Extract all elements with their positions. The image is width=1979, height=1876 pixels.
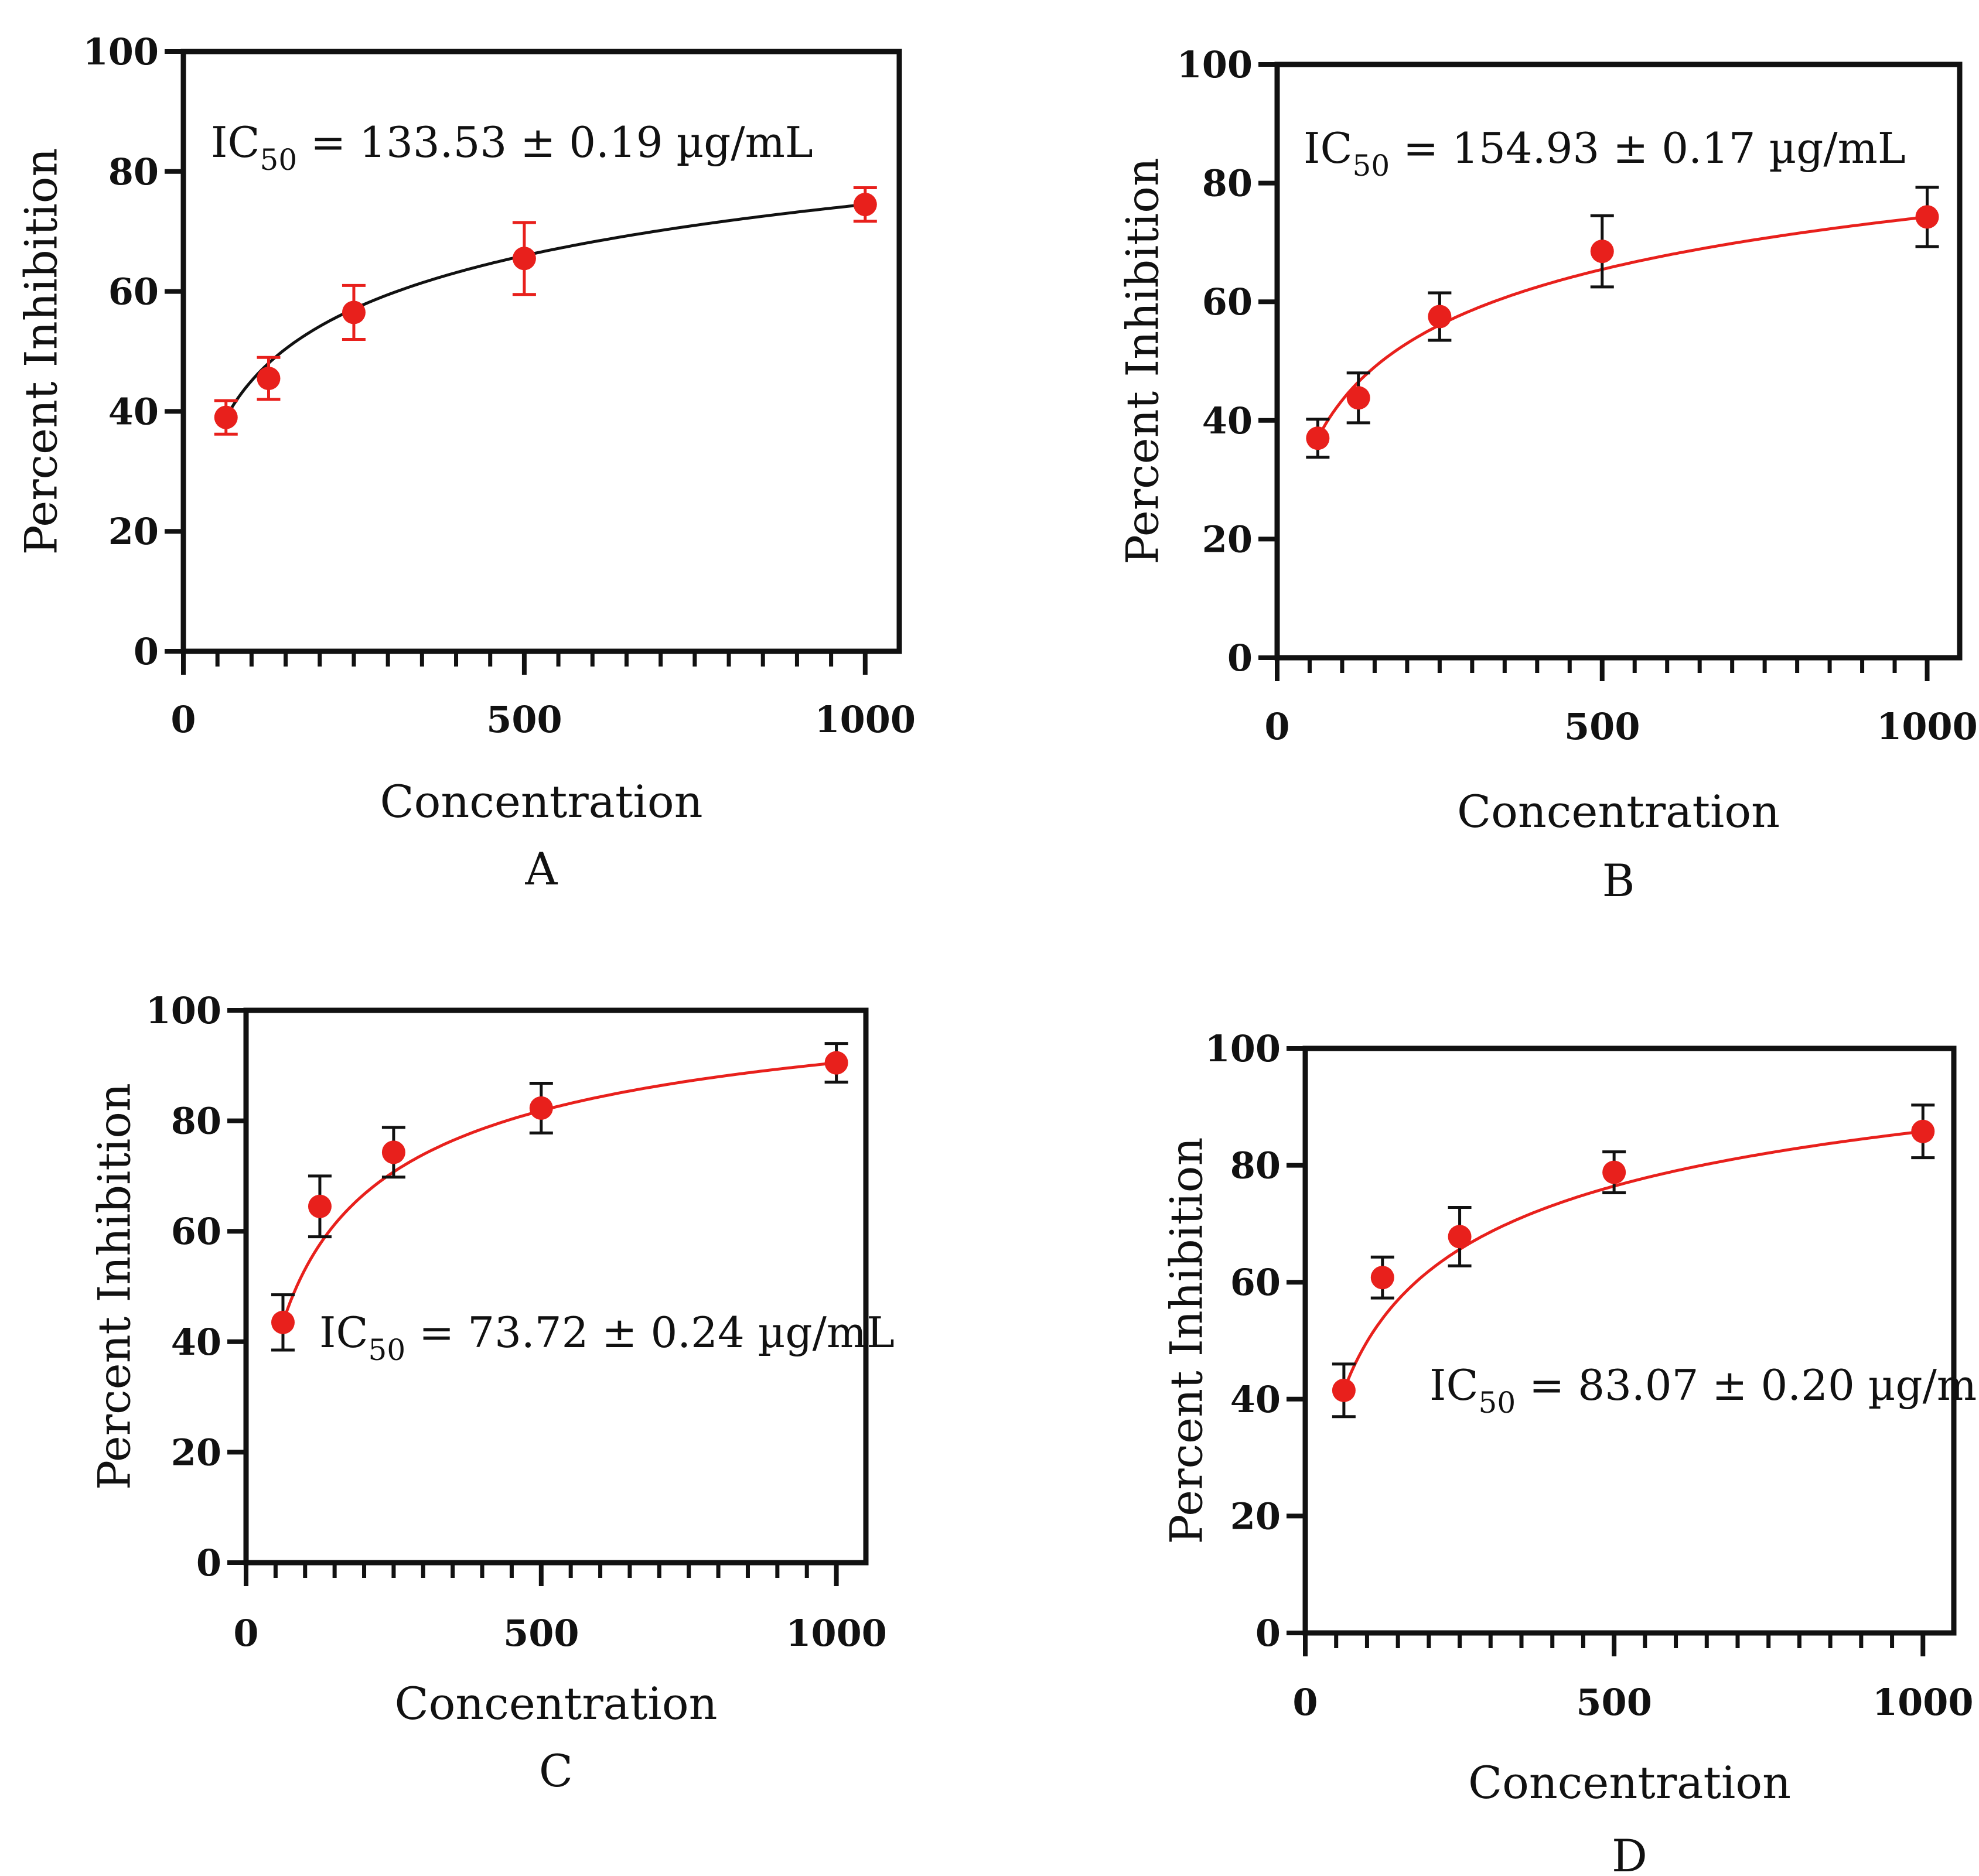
y-tick-label: 80: [1230, 1144, 1281, 1187]
y-axis-title: Percent Inhibition: [1161, 1137, 1213, 1544]
y-tick-label: 0: [1255, 1612, 1281, 1655]
x-tick-label: 1000: [786, 1612, 887, 1655]
ic50-subscript: 50: [260, 143, 298, 177]
panel-label: C: [539, 1745, 573, 1797]
ic50-subscript: 50: [1353, 149, 1390, 183]
y-tick-label: 80: [108, 151, 159, 193]
ic50-prefix: IC: [1304, 124, 1353, 173]
y-tick-label: 20: [171, 1431, 221, 1474]
plot-frame: [1302, 1045, 1957, 1636]
x-axis-title: Concentration: [1457, 785, 1780, 838]
ic50-prefix: IC: [1429, 1361, 1479, 1410]
ic50-value: = 83.07 ± 0.20 µg/mL: [1516, 1361, 1979, 1410]
y-axis-title: Percent Inhibition: [88, 1083, 141, 1490]
data-point: [1370, 1266, 1394, 1290]
ic50-annotation: IC50 = 73.72 ± 0.24 µg/mL: [319, 1308, 895, 1367]
data-point: [824, 1051, 848, 1075]
x-tick-label: 0: [170, 698, 196, 741]
y-tick-label: 80: [171, 1100, 221, 1143]
x-tick-label: 1000: [815, 698, 916, 741]
plot-frame: [243, 1007, 869, 1566]
y-tick-label: 20: [108, 510, 159, 553]
panel-label: A: [525, 843, 558, 895]
ic50-value: = 154.93 ± 0.17 µg/mL: [1390, 124, 1906, 173]
y-tick-label: 80: [1202, 162, 1253, 205]
y-tick-label: 40: [171, 1321, 221, 1364]
x-tick-label: 500: [486, 698, 562, 741]
x-tick-label: 500: [1564, 705, 1640, 748]
x-tick-label: 500: [1576, 1681, 1652, 1724]
y-tick-label: 60: [171, 1210, 221, 1253]
data-point: [853, 193, 877, 217]
plot-frame: [1274, 61, 1963, 661]
y-tick-label: 40: [108, 390, 159, 433]
data-point: [308, 1194, 332, 1218]
y-tick-label: 20: [1202, 518, 1253, 561]
ic50-value: = 73.72 ± 0.24 µg/mL: [405, 1308, 895, 1357]
ic50-prefix: IC: [319, 1308, 368, 1357]
y-tick-label: 20: [1230, 1495, 1281, 1537]
data-point: [257, 367, 281, 391]
x-tick-label: 1000: [1872, 1681, 1974, 1724]
x-tick-label: 0: [1292, 1681, 1318, 1724]
y-tick-label: 0: [196, 1542, 221, 1584]
data-point: [214, 405, 238, 429]
data-point: [529, 1096, 553, 1120]
x-tick-label: 0: [233, 1612, 258, 1655]
y-tick-label: 60: [1202, 281, 1253, 323]
data-point: [381, 1140, 405, 1164]
x-axis-title: Concentration: [1468, 1757, 1791, 1809]
x-tick-label: 0: [1264, 705, 1289, 748]
ic50-value: = 133.53 ± 0.19 µg/mL: [297, 118, 813, 167]
x-tick-label: 500: [503, 1612, 579, 1655]
y-axis-title: Percent Inhibition: [1117, 158, 1169, 565]
fit-curve: [281, 1061, 837, 1323]
y-tick-label: 60: [108, 271, 159, 313]
data-point: [1602, 1160, 1626, 1184]
ic50-annotation: IC50 = 133.53 ± 0.19 µg/mL: [211, 118, 813, 177]
panel-label: B: [1602, 855, 1635, 907]
y-tick-label: 40: [1230, 1378, 1281, 1421]
ic50-subscript: 50: [368, 1333, 406, 1367]
y-tick-label: 100: [83, 30, 159, 73]
ic50-annotation: IC50 = 154.93 ± 0.17 µg/mL: [1304, 124, 1906, 183]
data-point: [1448, 1225, 1472, 1249]
y-tick-label: 40: [1202, 399, 1253, 442]
y-tick-label: 0: [134, 630, 159, 673]
x-tick-label: 1000: [1876, 705, 1978, 748]
y-axis-title: Percent Inhibition: [15, 148, 67, 555]
panel-label: D: [1612, 1830, 1647, 1876]
data-point: [1590, 240, 1614, 264]
y-tick-label: 100: [146, 989, 221, 1032]
fit-curve: [224, 203, 866, 418]
data-point: [1915, 205, 1939, 229]
y-tick-label: 60: [1230, 1261, 1281, 1304]
y-tick-label: 100: [1205, 1027, 1281, 1070]
plot-frame: [180, 49, 902, 654]
data-point: [1346, 386, 1370, 410]
fit-curve: [1316, 215, 1927, 439]
data-point: [1428, 305, 1452, 329]
x-axis-title: Concentration: [394, 1677, 717, 1730]
y-tick-label: 100: [1177, 43, 1253, 86]
data-point: [512, 247, 536, 271]
ic50-annotation: IC50 = 83.07 ± 0.20 µg/mL: [1429, 1361, 1979, 1420]
ic50-prefix: IC: [211, 118, 260, 167]
data-point: [1306, 426, 1330, 450]
ic50-subscript: 50: [1479, 1386, 1516, 1420]
data-point: [1332, 1378, 1356, 1402]
fit-curve: [1342, 1130, 1923, 1391]
x-axis-title: Concentration: [380, 775, 702, 828]
data-point: [342, 300, 366, 324]
data-point: [1911, 1119, 1935, 1143]
data-point: [271, 1310, 295, 1334]
y-tick-label: 0: [1227, 637, 1253, 679]
